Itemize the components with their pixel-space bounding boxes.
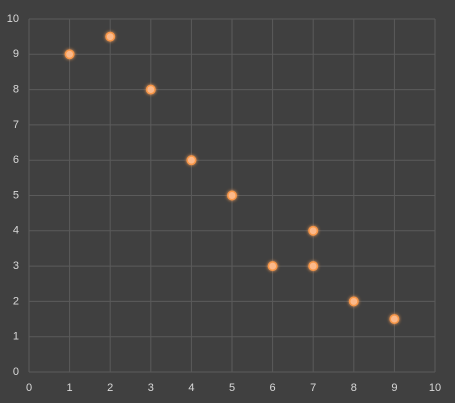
x-tick-label: 2 <box>107 382 113 394</box>
scatter-point <box>348 296 359 307</box>
scatter-point <box>308 261 319 272</box>
scatter-point <box>267 261 278 272</box>
x-tick-label: 0 <box>26 382 32 394</box>
scatter-point <box>186 155 197 166</box>
scatter-point <box>105 31 116 42</box>
y-tick-label: 10 <box>7 13 19 25</box>
x-tick-label: 1 <box>67 382 73 394</box>
x-tick-label: 4 <box>188 382 194 394</box>
y-tick-label: 1 <box>13 331 19 343</box>
y-tick-label: 6 <box>13 154 19 166</box>
y-tick-label: 5 <box>13 189 19 201</box>
scatter-point <box>64 49 75 60</box>
x-tick-label: 7 <box>310 382 316 394</box>
x-tick-label: 8 <box>351 382 357 394</box>
x-tick-label: 5 <box>229 382 235 394</box>
x-tick-label: 9 <box>391 382 397 394</box>
y-tick-label: 7 <box>13 119 19 131</box>
scatter-point <box>227 190 237 201</box>
scatter-point <box>389 314 400 324</box>
scatter-point <box>145 84 156 95</box>
x-tick-label: 3 <box>148 382 154 394</box>
scatter-point <box>308 225 319 236</box>
y-tick-label: 4 <box>13 225 19 237</box>
y-tick-label: 3 <box>13 260 19 272</box>
y-tick-label: 8 <box>13 84 19 96</box>
y-tick-label: 2 <box>13 295 19 307</box>
x-tick-label: 10 <box>429 382 441 394</box>
y-tick-label: 9 <box>13 48 19 60</box>
y-tick-label: 0 <box>13 366 19 378</box>
x-tick-label: 6 <box>270 382 276 394</box>
